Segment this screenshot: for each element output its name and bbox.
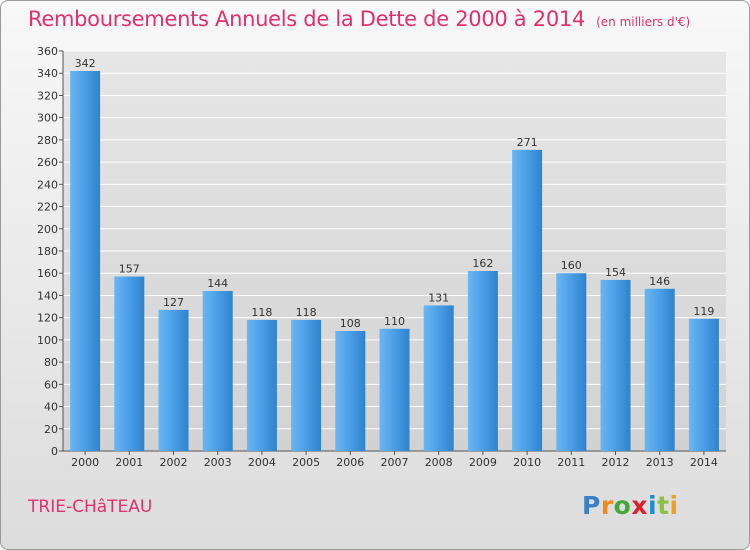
x-tick-label: 2003: [204, 456, 232, 469]
y-tick-label: 260: [37, 156, 58, 169]
x-tick-label: 2008: [425, 456, 453, 469]
x-tick-label: 2010: [513, 456, 541, 469]
x-tick-label: 2014: [690, 456, 718, 469]
y-tick-label: 0: [51, 445, 58, 458]
logo-letter: o: [613, 491, 632, 520]
bar: [70, 71, 101, 451]
bar-value-label: 154: [605, 266, 626, 279]
bar: [202, 291, 233, 451]
bar: [423, 305, 454, 451]
bar-value-label: 146: [649, 275, 670, 288]
x-tick-label: 2002: [160, 456, 188, 469]
x-tick-label: 2009: [469, 456, 497, 469]
y-tick-label: 180: [37, 245, 58, 258]
bar-value-label: 271: [517, 136, 538, 149]
chart-title: Remboursements Annuels de la Dette de 20…: [28, 7, 690, 31]
bar: [291, 319, 322, 451]
y-tick-label: 360: [37, 45, 58, 58]
y-tick-label: 240: [37, 178, 58, 191]
bar-value-label: 162: [472, 257, 493, 270]
bar: [512, 149, 543, 451]
bar-value-label: 131: [428, 291, 449, 304]
y-tick-label: 300: [37, 112, 58, 125]
y-tick-label: 140: [37, 289, 58, 302]
bar: [467, 271, 498, 451]
x-tick-label: 2012: [602, 456, 630, 469]
proxiti-logo: Proxiti: [582, 491, 679, 520]
logo-letter: P: [582, 491, 601, 520]
x-tick-label: 2011: [557, 456, 585, 469]
bar-value-label: 110: [384, 315, 405, 328]
x-tick-label: 2013: [646, 456, 674, 469]
bar-value-label: 160: [561, 259, 582, 272]
bar: [600, 279, 631, 451]
y-tick-label: 100: [37, 334, 58, 347]
logo-letter: x: [631, 491, 648, 520]
x-tick-label: 2006: [336, 456, 364, 469]
y-tick-label: 80: [44, 356, 58, 369]
bar-value-label: 144: [207, 277, 228, 290]
logo-letter: i: [648, 491, 658, 520]
bar: [335, 331, 366, 451]
y-tick-label: 340: [37, 67, 58, 80]
bar: [688, 318, 719, 451]
bar-value-label: 119: [693, 305, 714, 318]
x-tick-label: 2000: [71, 456, 99, 469]
commune-name: TRIE-CHâTEAU: [28, 497, 153, 517]
unit-note: (en milliers d'€): [596, 15, 691, 29]
logo-letter: r: [600, 491, 614, 520]
x-tick-label: 2004: [248, 456, 276, 469]
chart-title-text: Remboursements Annuels de la Dette de 20…: [28, 7, 585, 31]
y-tick-label: 20: [44, 423, 58, 436]
x-tick-label: 2001: [115, 456, 143, 469]
bar-value-label: 342: [75, 57, 96, 70]
y-tick-label: 220: [37, 201, 58, 214]
logo-letter: i: [669, 491, 679, 520]
y-tick-label: 160: [37, 267, 58, 280]
y-tick-label: 60: [44, 378, 58, 391]
bar: [114, 276, 145, 451]
bar: [246, 319, 277, 451]
y-tick-label: 320: [37, 89, 58, 102]
bar: [556, 273, 587, 451]
bar-value-label: 118: [296, 306, 317, 319]
bar: [158, 309, 189, 451]
bar: [644, 288, 675, 451]
y-tick-label: 40: [44, 401, 58, 414]
y-tick-label: 280: [37, 134, 58, 147]
x-tick-label: 2007: [381, 456, 409, 469]
bar-value-label: 108: [340, 317, 361, 330]
logo-letter: t: [657, 491, 670, 520]
bar-value-label: 118: [251, 306, 272, 319]
y-tick-label: 120: [37, 312, 58, 325]
x-tick-label: 2005: [292, 456, 320, 469]
bar: [379, 328, 410, 451]
bar-value-label: 127: [163, 296, 184, 309]
y-tick-label: 200: [37, 223, 58, 236]
bar-value-label: 157: [119, 263, 140, 276]
